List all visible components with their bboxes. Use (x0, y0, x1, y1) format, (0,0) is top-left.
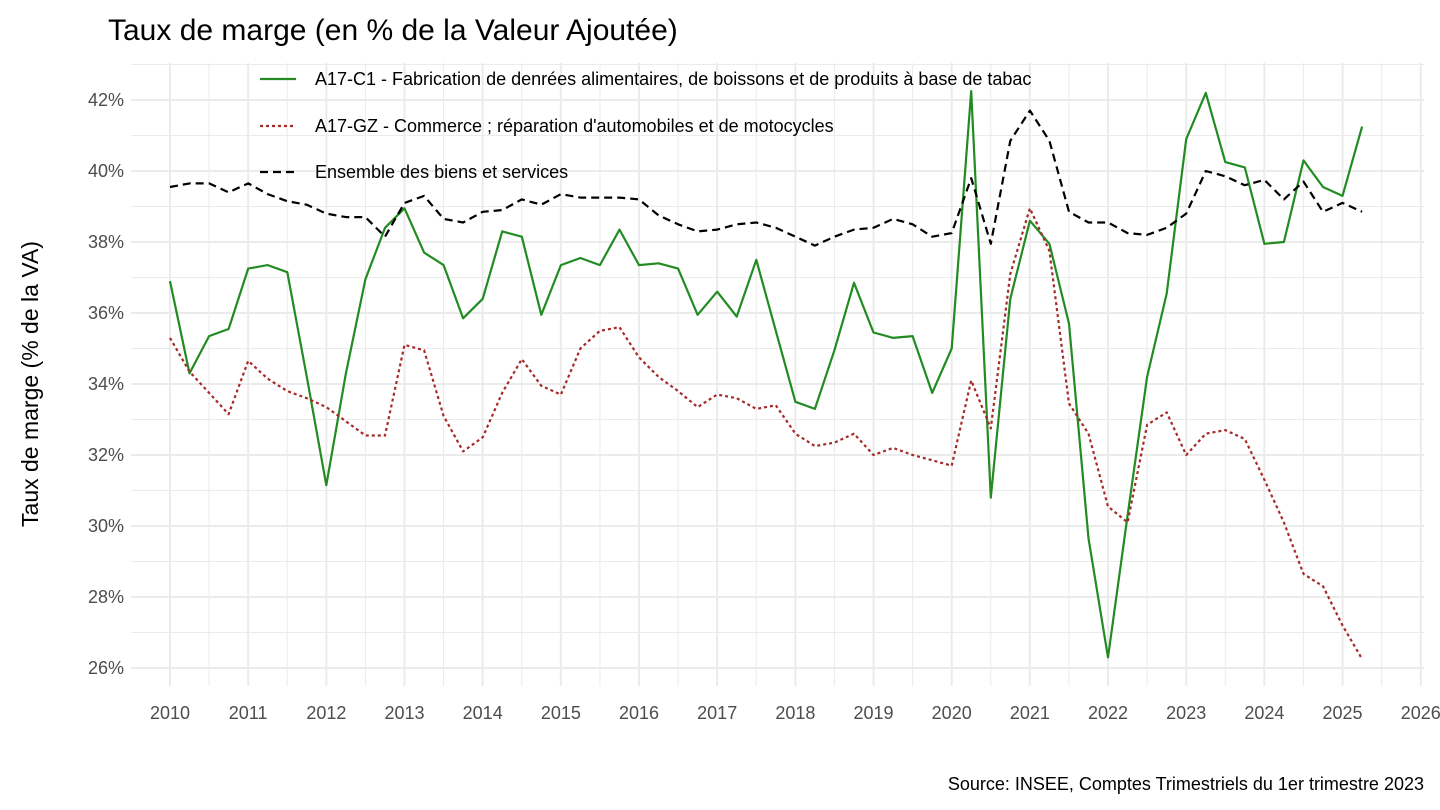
x-tick-label: 2020 (932, 703, 972, 723)
x-tick-label: 2011 (229, 703, 268, 723)
x-tick-label: 2023 (1166, 703, 1206, 723)
x-tick-label: 2019 (854, 703, 894, 723)
y-tick-label: 42% (88, 90, 124, 110)
legend: A17-C1 - Fabrication de denrées alimenta… (260, 69, 1031, 182)
series-line-2 (169, 109, 1363, 247)
x-tick-label: 2014 (463, 703, 503, 723)
legend-label-c1: A17-C1 - Fabrication de denrées alimenta… (315, 69, 1031, 89)
x-tick-label: 2013 (384, 703, 424, 723)
y-tick-label: 30% (88, 516, 124, 536)
y-tick-label: 28% (88, 587, 124, 607)
x-tick-label: 2012 (306, 703, 346, 723)
legend-label-ensemble: Ensemble des biens et services (315, 162, 568, 182)
x-tick-label: 2016 (619, 703, 659, 723)
y-axis-ticks: 26% 28% 30% 32% 34% 36% 38% 40% 42% (88, 90, 124, 678)
x-tick-label: 2022 (1088, 703, 1128, 723)
chart-title: Taux de marge (en % de la Valeur Ajoutée… (108, 14, 678, 47)
series-line-1 (169, 207, 1364, 660)
grid (131, 63, 1424, 686)
x-tick-label: 2024 (1244, 703, 1284, 723)
source-caption: Source: INSEE, Comptes Trimestriels du 1… (948, 774, 1424, 794)
legend-label-gz: A17-GZ - Commerce ; réparation d'automob… (315, 116, 834, 136)
x-tick-label: 2018 (775, 703, 815, 723)
series-line-0 (168, 89, 1364, 659)
y-tick-label: 26% (88, 658, 124, 678)
legend-item-ensemble: Ensemble des biens et services (260, 162, 568, 182)
y-tick-label: 36% (88, 303, 124, 323)
x-tick-label: 2017 (697, 703, 737, 723)
x-tick-label: 2026 (1401, 703, 1440, 723)
legend-item-c1: A17-C1 - Fabrication de denrées alimenta… (260, 69, 1031, 89)
x-tick-label: 2015 (541, 703, 581, 723)
x-tick-label: 2010 (150, 703, 190, 723)
y-tick-label: 38% (88, 232, 124, 252)
y-axis-label: Taux de marge (% de la VA) (17, 241, 43, 527)
y-tick-label: 34% (88, 374, 124, 394)
x-tick-label: 2021 (1010, 703, 1050, 723)
legend-item-gz: A17-GZ - Commerce ; réparation d'automob… (260, 116, 834, 136)
y-tick-label: 40% (88, 161, 124, 181)
y-tick-label: 32% (88, 445, 124, 465)
x-axis-ticks: 2010 2011 2012 2013 2014 2015 2016 2017 2018 2019… (150, 703, 1440, 723)
series-lines (168, 89, 1364, 660)
x-tick-label: 2025 (1323, 703, 1363, 723)
